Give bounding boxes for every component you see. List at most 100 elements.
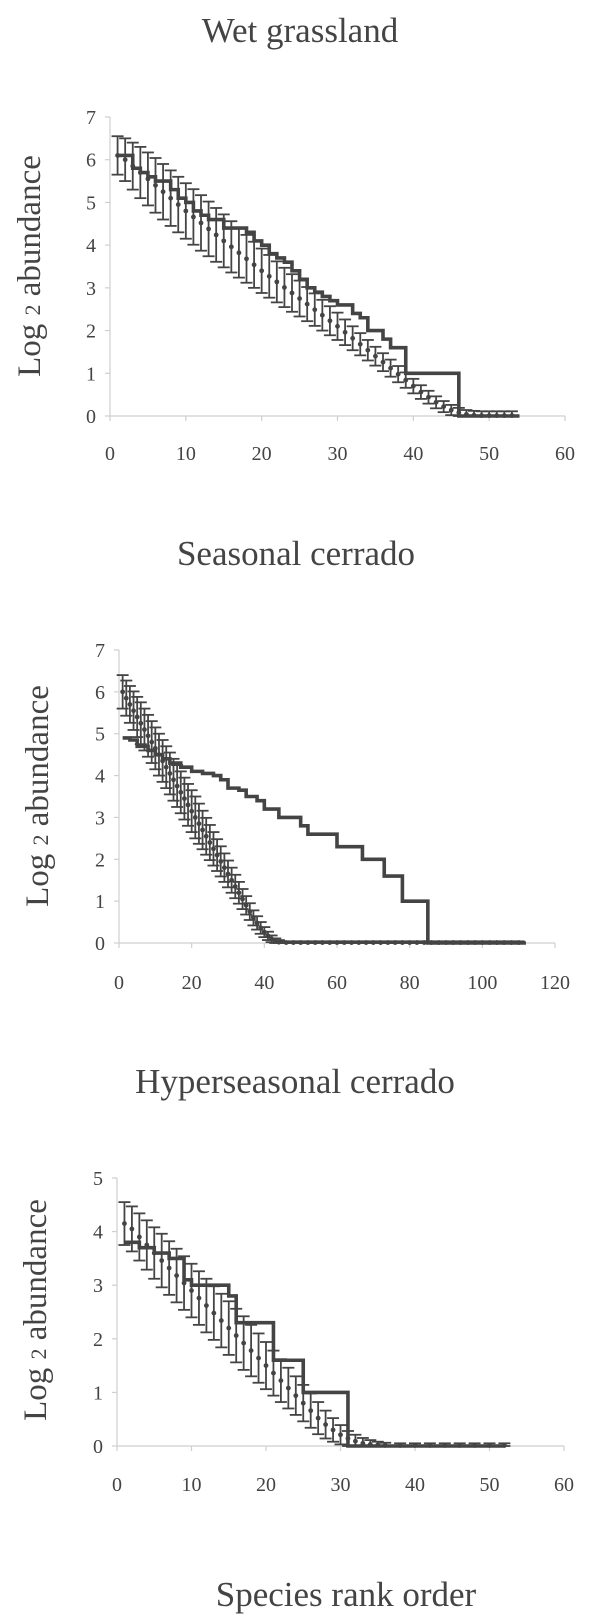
mean-point [403, 377, 409, 383]
x-tick-label: 120 [540, 972, 570, 994]
x-tick-label: 50 [480, 1474, 500, 1496]
mean-point [236, 890, 242, 896]
x-tick-label: 10 [176, 443, 196, 465]
mean-point [350, 335, 356, 341]
mean-point [263, 1363, 269, 1368]
error-bar [192, 1270, 205, 1326]
error-bar [369, 345, 382, 367]
mean-point [349, 940, 354, 945]
mean-point [185, 802, 191, 808]
x-tick-label: 0 [114, 972, 124, 994]
mean-point [471, 412, 477, 418]
error-bar [232, 227, 245, 279]
error-bar [512, 940, 525, 945]
mean-point [464, 411, 469, 417]
x-tick-label: 20 [182, 972, 202, 994]
mean-point [228, 244, 234, 250]
mean-point [127, 702, 133, 707]
error-bar [304, 1392, 317, 1429]
mean-point [156, 752, 162, 758]
mean-point [392, 940, 398, 945]
mean-point [130, 163, 136, 169]
error-bar [445, 403, 458, 417]
error-bar [149, 157, 162, 214]
error-bar [163, 1240, 176, 1296]
x-tick-label: 10 [182, 1474, 202, 1496]
error-bar [217, 213, 230, 269]
x-tick-label: 60 [555, 443, 575, 465]
x-tick-label: 60 [327, 972, 347, 994]
error-bar [356, 1437, 369, 1447]
mean-point [338, 1432, 343, 1438]
error-bar [334, 1424, 347, 1446]
error-bar [297, 1383, 310, 1423]
mean-point [278, 1378, 284, 1384]
y-tick-label: 1 [93, 1382, 103, 1404]
chart-title: Seasonal cerrado [177, 534, 415, 573]
mean-point [163, 764, 169, 770]
mean-point [175, 202, 181, 207]
error-bar [331, 311, 344, 341]
error-bar [118, 1201, 131, 1246]
error-bar [483, 1442, 496, 1448]
mean-point [171, 777, 176, 783]
error-bar [437, 400, 450, 414]
mean-point [456, 410, 462, 415]
y-tick-label: 1 [95, 891, 105, 913]
mean-point [178, 789, 184, 795]
error-bar [377, 352, 389, 373]
mean-point [206, 226, 211, 232]
x-axis-label: Species rank order [216, 1575, 477, 1614]
mean-point [138, 720, 144, 726]
y-tick-label: 1 [86, 363, 96, 385]
mean-point [120, 689, 126, 695]
mean-point [145, 733, 151, 739]
error-bar [141, 151, 154, 207]
error-bar [164, 169, 177, 227]
x-tick-label: 60 [554, 1474, 574, 1496]
error-bar [172, 175, 185, 234]
error-bar [185, 1262, 198, 1319]
mean-point [168, 195, 174, 201]
mean-point [289, 290, 295, 296]
mean-point [516, 940, 522, 945]
error-bar [293, 279, 306, 318]
mean-point [266, 273, 272, 279]
mean-point [221, 865, 227, 871]
mean-point [221, 238, 227, 244]
error-bar [236, 888, 249, 910]
error-bar [245, 1323, 258, 1378]
mean-point [426, 394, 431, 400]
mean-point [436, 940, 442, 945]
error-bar [134, 145, 147, 200]
mean-point [123, 695, 129, 701]
x-tick-label: 20 [256, 1474, 276, 1496]
mean-point [487, 1443, 492, 1448]
mean-point [412, 1443, 418, 1448]
mean-point [308, 1408, 314, 1414]
mean-point [429, 940, 434, 945]
error-bar [237, 1315, 250, 1371]
mean-point [203, 833, 209, 839]
mean-point [334, 940, 340, 945]
mean-point [357, 341, 363, 347]
x-tick-label: 100 [467, 972, 497, 994]
mean-point [410, 383, 416, 389]
mean-point [256, 1355, 261, 1361]
error-bar [392, 365, 405, 384]
error-bar [210, 207, 223, 263]
error-bar [414, 384, 427, 400]
mean-point [472, 1443, 477, 1448]
mean-point [218, 858, 224, 864]
error-bar [222, 1300, 235, 1356]
error-bar [430, 395, 443, 410]
mean-point [414, 940, 420, 945]
mean-point [472, 940, 478, 945]
mean-point [370, 940, 376, 945]
mean-point [501, 413, 507, 418]
mean-point [312, 940, 318, 945]
mean-point [160, 189, 166, 195]
mean-point [136, 1234, 142, 1240]
mean-point [382, 1443, 388, 1448]
